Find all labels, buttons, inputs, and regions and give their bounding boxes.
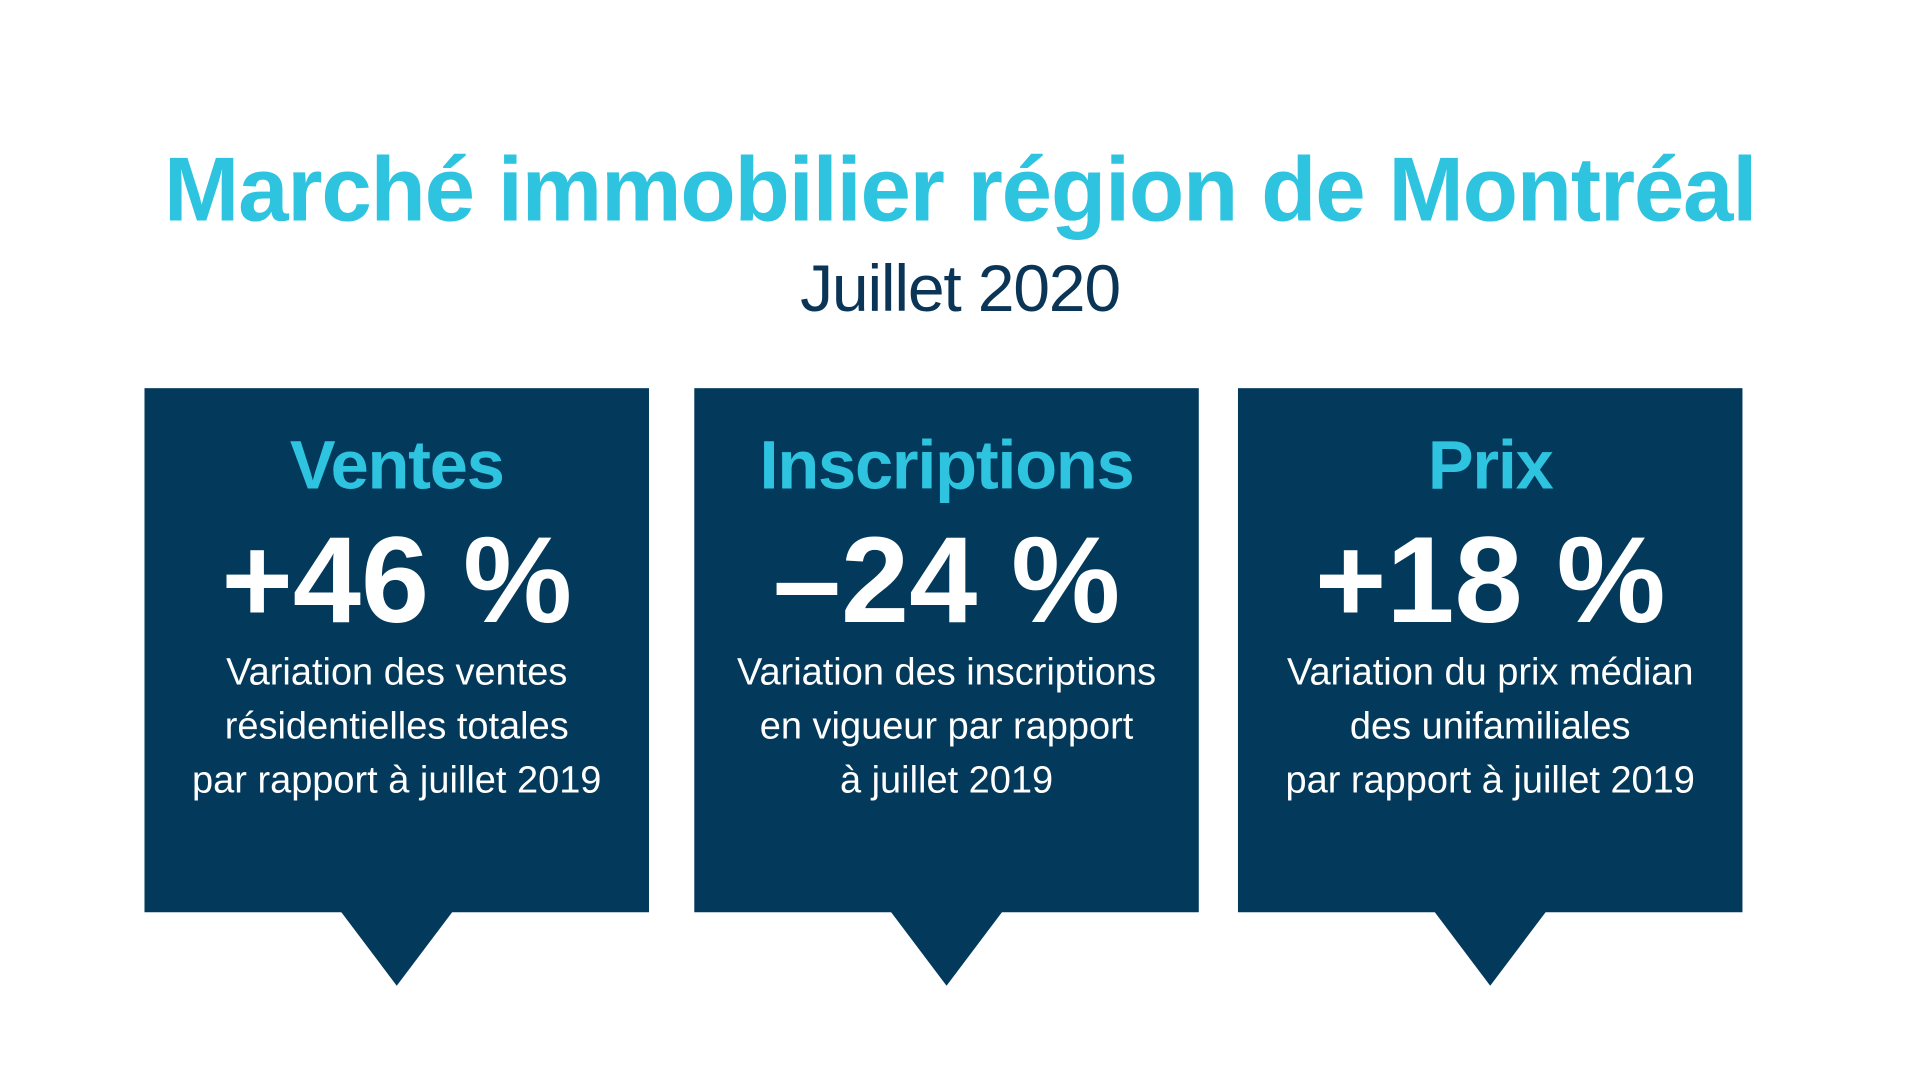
desc-line: à juillet 2019: [839, 757, 1054, 801]
desc-line: Variation des inscriptions: [736, 650, 1157, 694]
card-description: Variation du prix médian des unifamilial…: [1238, 645, 1742, 807]
card-value: +18 %: [1314, 511, 1666, 649]
card-ventes: Ventes +46 % Variation des ventes réside…: [144, 388, 649, 913]
desc-line: par rapport à juillet 2019: [1285, 757, 1695, 801]
page-subtitle: Juillet 2020: [800, 252, 1121, 326]
desc-line: Variation du prix médian: [1286, 650, 1694, 694]
card-description: Variation des ventes résidentielles tota…: [144, 645, 648, 807]
card-value: +46 %: [221, 511, 573, 649]
callout-pointer: [1433, 911, 1547, 986]
desc-line: résidentielles totales: [224, 704, 569, 747]
card-value: –24 %: [772, 511, 1121, 649]
card-inscriptions: Inscriptions –24 % Variation des inscrip…: [694, 388, 1199, 913]
callout-pointer: [890, 911, 1003, 986]
desc-line: des unifamiliales: [1349, 704, 1631, 747]
card-heading: Ventes: [289, 426, 505, 504]
desc-line: en vigueur par rapport: [759, 704, 1134, 747]
desc-line: par rapport à juillet 2019: [192, 757, 602, 801]
card-heading: Inscriptions: [759, 426, 1135, 504]
page-title: Marché immobilier région de Montréal: [163, 138, 1758, 241]
callout-pointer: [340, 911, 454, 986]
card-prix: Prix +18 % Variation du prix médian des …: [1237, 388, 1743, 913]
card-heading: Prix: [1427, 426, 1554, 504]
card-description: Variation des inscriptions en vigueur pa…: [694, 645, 1198, 807]
desc-line: Variation des ventes: [226, 650, 568, 694]
